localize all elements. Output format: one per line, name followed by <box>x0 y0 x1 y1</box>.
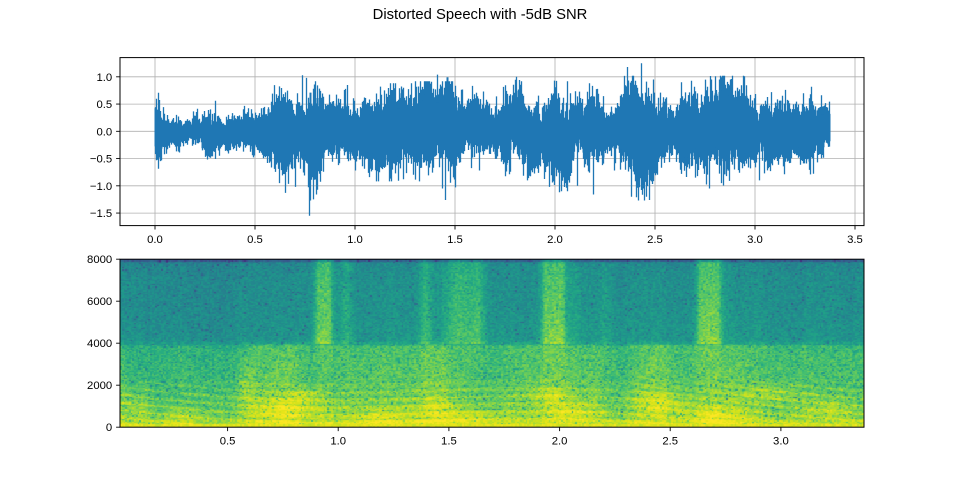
svg-text:0.5: 0.5 <box>96 99 112 111</box>
svg-text:3.0: 3.0 <box>747 234 763 246</box>
svg-text:2.0: 2.0 <box>547 234 563 246</box>
svg-text:−0.5: −0.5 <box>90 154 112 166</box>
svg-text:2.5: 2.5 <box>662 435 678 447</box>
svg-text:2.0: 2.0 <box>552 435 568 447</box>
svg-text:3.5: 3.5 <box>847 234 863 246</box>
svg-text:8000: 8000 <box>87 254 112 266</box>
svg-text:2000: 2000 <box>87 380 112 392</box>
svg-text:0.5: 0.5 <box>247 234 263 246</box>
svg-text:1.5: 1.5 <box>441 435 457 447</box>
svg-text:3.0: 3.0 <box>773 435 789 447</box>
svg-text:4000: 4000 <box>87 338 112 350</box>
svg-text:0.5: 0.5 <box>220 435 236 447</box>
svg-text:1.0: 1.0 <box>330 435 346 447</box>
svg-text:0.0: 0.0 <box>147 234 163 246</box>
svg-text:1.0: 1.0 <box>347 234 363 246</box>
svg-text:0.0: 0.0 <box>96 126 112 138</box>
svg-text:1.0: 1.0 <box>96 72 112 84</box>
svg-text:Distorted Speech with -5dB SNR: Distorted Speech with -5dB SNR <box>373 7 588 23</box>
svg-text:1.5: 1.5 <box>447 234 463 246</box>
svg-text:−1.0: −1.0 <box>90 181 112 193</box>
svg-text:0: 0 <box>106 422 112 434</box>
svg-text:6000: 6000 <box>87 296 112 308</box>
svg-text:2.5: 2.5 <box>647 234 663 246</box>
svg-text:−1.5: −1.5 <box>90 208 112 220</box>
